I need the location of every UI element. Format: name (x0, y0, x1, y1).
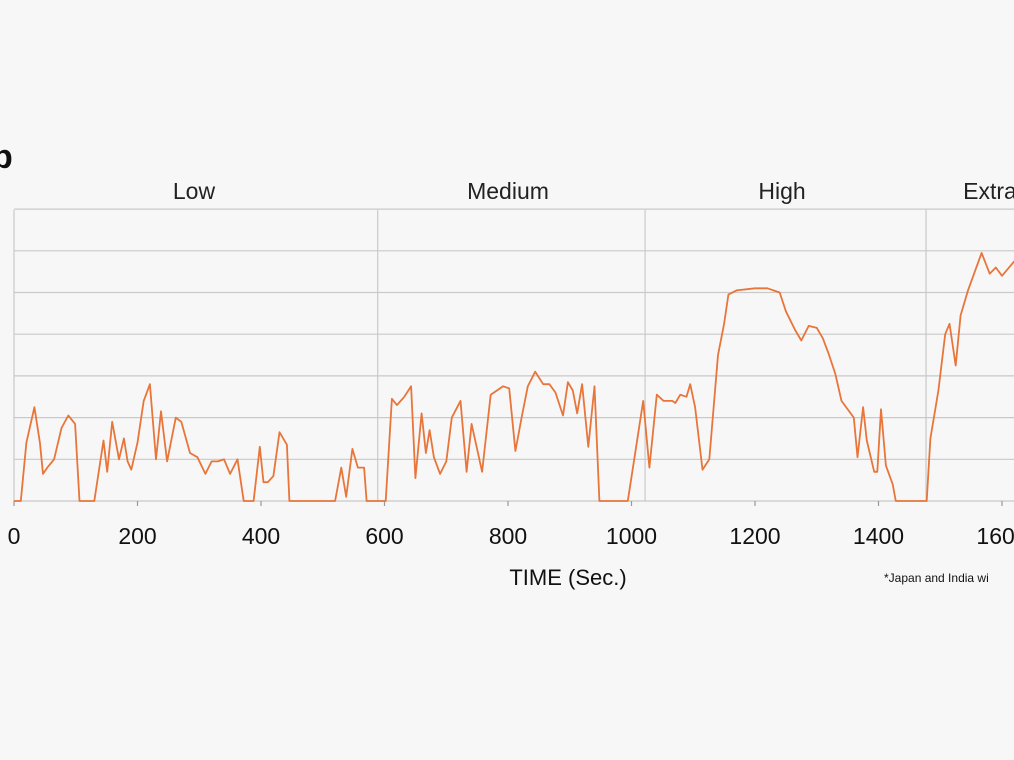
phase-label-high: High (758, 178, 805, 204)
phase-label-extra: Extra (963, 178, 1014, 204)
phase-label-low: Low (173, 178, 216, 204)
grid (13, 208, 1014, 506)
x-tick-labels: 0 200 400 600 800 1000 1200 1400 1600 (8, 523, 1014, 549)
x-tick-label: 200 (118, 523, 156, 549)
x-tick-label: 1400 (853, 523, 904, 549)
phase-label-medium: Medium (467, 178, 549, 204)
x-tick-label: 0 (8, 523, 21, 549)
phase-labels: Low Medium High Extra (173, 178, 1014, 204)
series-group (14, 251, 1014, 502)
series-line-0 (14, 251, 1014, 502)
x-tick-label: 1000 (606, 523, 657, 549)
x-tick-label: 800 (489, 523, 527, 549)
cropped-title-glyph: p (0, 138, 13, 176)
footnote: *Japan and India wi (884, 571, 989, 585)
x-tick-label: 1200 (729, 523, 780, 549)
x-axis-title: TIME (Sec.) (509, 565, 626, 590)
x-tick-label: 600 (365, 523, 403, 549)
x-tick-label: 400 (242, 523, 280, 549)
x-tick-label: 1600 (976, 523, 1014, 549)
